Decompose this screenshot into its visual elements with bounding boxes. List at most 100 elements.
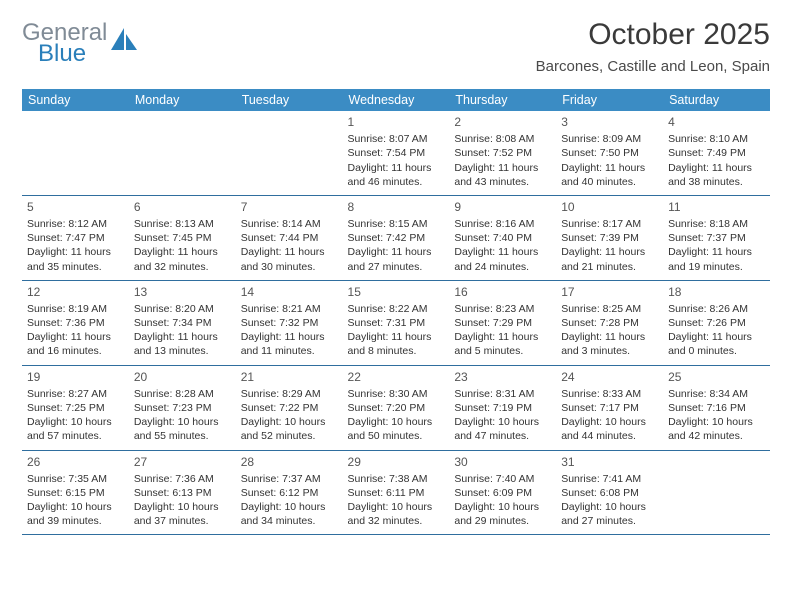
sunrise-line: Sunrise: 8:17 AM — [561, 217, 658, 231]
sunset-line: Sunset: 6:13 PM — [134, 486, 231, 500]
sunset-line: Sunset: 7:54 PM — [348, 146, 445, 160]
sunset-line: Sunset: 7:45 PM — [134, 231, 231, 245]
calendar-body: 1Sunrise: 8:07 AMSunset: 7:54 PMDaylight… — [22, 111, 770, 535]
calendar-cell: 26Sunrise: 7:35 AMSunset: 6:15 PMDayligh… — [22, 450, 129, 535]
daylight-line: Daylight: 10 hours and 32 minutes. — [348, 500, 445, 528]
sunset-line: Sunset: 7:26 PM — [668, 316, 765, 330]
sunrise-line: Sunrise: 8:26 AM — [668, 302, 765, 316]
day-number: 12 — [27, 284, 124, 300]
day-number: 3 — [561, 114, 658, 130]
daylight-line: Daylight: 10 hours and 50 minutes. — [348, 415, 445, 443]
sunset-line: Sunset: 7:29 PM — [454, 316, 551, 330]
day-number: 30 — [454, 454, 551, 470]
calendar-cell: 16Sunrise: 8:23 AMSunset: 7:29 PMDayligh… — [449, 280, 556, 365]
sunrise-line: Sunrise: 8:19 AM — [27, 302, 124, 316]
daylight-line: Daylight: 10 hours and 39 minutes. — [27, 500, 124, 528]
sunrise-line: Sunrise: 8:12 AM — [27, 217, 124, 231]
day-number: 4 — [668, 114, 765, 130]
day-number: 25 — [668, 369, 765, 385]
daylight-line: Daylight: 11 hours and 0 minutes. — [668, 330, 765, 358]
weekday-header: Saturday — [663, 89, 770, 111]
daylight-line: Daylight: 11 hours and 19 minutes. — [668, 245, 765, 273]
sunset-line: Sunset: 7:22 PM — [241, 401, 338, 415]
calendar-cell: 15Sunrise: 8:22 AMSunset: 7:31 PMDayligh… — [343, 280, 450, 365]
daylight-line: Daylight: 10 hours and 52 minutes. — [241, 415, 338, 443]
sunset-line: Sunset: 7:47 PM — [27, 231, 124, 245]
calendar-cell: 20Sunrise: 8:28 AMSunset: 7:23 PMDayligh… — [129, 365, 236, 450]
sunrise-line: Sunrise: 8:09 AM — [561, 132, 658, 146]
sunrise-line: Sunrise: 8:21 AM — [241, 302, 338, 316]
day-number: 20 — [134, 369, 231, 385]
daylight-line: Daylight: 10 hours and 42 minutes. — [668, 415, 765, 443]
sunset-line: Sunset: 6:12 PM — [241, 486, 338, 500]
calendar-cell: 22Sunrise: 8:30 AMSunset: 7:20 PMDayligh… — [343, 365, 450, 450]
sunrise-line: Sunrise: 7:37 AM — [241, 472, 338, 486]
sunrise-line: Sunrise: 8:20 AM — [134, 302, 231, 316]
weekday-header: Friday — [556, 89, 663, 111]
day-number: 29 — [348, 454, 445, 470]
sunrise-line: Sunrise: 7:40 AM — [454, 472, 551, 486]
daylight-line: Daylight: 11 hours and 43 minutes. — [454, 161, 551, 189]
sunset-line: Sunset: 7:37 PM — [668, 231, 765, 245]
calendar-cell: 21Sunrise: 8:29 AMSunset: 7:22 PMDayligh… — [236, 365, 343, 450]
day-number: 1 — [348, 114, 445, 130]
sunset-line: Sunset: 7:16 PM — [668, 401, 765, 415]
sunset-line: Sunset: 7:36 PM — [27, 316, 124, 330]
day-number: 13 — [134, 284, 231, 300]
daylight-line: Daylight: 10 hours and 27 minutes. — [561, 500, 658, 528]
calendar-row: 1Sunrise: 8:07 AMSunset: 7:54 PMDaylight… — [22, 111, 770, 195]
brand-logo: General Blue — [22, 20, 141, 66]
daylight-line: Daylight: 11 hours and 21 minutes. — [561, 245, 658, 273]
calendar-cell: 17Sunrise: 8:25 AMSunset: 7:28 PMDayligh… — [556, 280, 663, 365]
sunset-line: Sunset: 7:42 PM — [348, 231, 445, 245]
day-number: 15 — [348, 284, 445, 300]
calendar-cell: 11 Sunrise: 8:18 AMSunset: 7:37 PMDayligh… — [663, 195, 770, 280]
sunrise-line: Sunrise: 7:38 AM — [348, 472, 445, 486]
daylight-line: Daylight: 11 hours and 30 minutes. — [241, 245, 338, 273]
calendar-row: 19Sunrise: 8:27 AMSunset: 7:25 PMDayligh… — [22, 365, 770, 450]
day-number: 11 — [668, 199, 765, 215]
weekday-header: Tuesday — [236, 89, 343, 111]
day-number: 8 — [348, 199, 445, 215]
sunset-line: Sunset: 7:34 PM — [134, 316, 231, 330]
calendar-cell: 12Sunrise: 8:19 AMSunset: 7:36 PMDayligh… — [22, 280, 129, 365]
sunrise-line: Sunrise: 8:29 AM — [241, 387, 338, 401]
sunrise-line: Sunrise: 8:08 AM — [454, 132, 551, 146]
daylight-line: Daylight: 11 hours and 11 minutes. — [241, 330, 338, 358]
title-block: October 2025 Barcones, Castille and Leon… — [536, 18, 770, 75]
day-number: 22 — [348, 369, 445, 385]
sunrise-line: Sunrise: 8:31 AM — [454, 387, 551, 401]
sunrise-line: Sunrise: 8:16 AM — [454, 217, 551, 231]
daylight-line: Daylight: 10 hours and 55 minutes. — [134, 415, 231, 443]
day-number: 10 — [561, 199, 658, 215]
sunrise-line: Sunrise: 8:18 AM — [668, 217, 765, 231]
sunset-line: Sunset: 7:28 PM — [561, 316, 658, 330]
sunset-line: Sunset: 7:25 PM — [27, 401, 124, 415]
sunrise-line: Sunrise: 7:36 AM — [134, 472, 231, 486]
sunrise-line: Sunrise: 8:30 AM — [348, 387, 445, 401]
calendar-cell: 28Sunrise: 7:37 AMSunset: 6:12 PMDayligh… — [236, 450, 343, 535]
calendar-cell: 27Sunrise: 7:36 AMSunset: 6:13 PMDayligh… — [129, 450, 236, 535]
calendar-cell: 14Sunrise: 8:21 AMSunset: 7:32 PMDayligh… — [236, 280, 343, 365]
daylight-line: Daylight: 11 hours and 8 minutes. — [348, 330, 445, 358]
calendar-cell: 9Sunrise: 8:16 AMSunset: 7:40 PMDaylight… — [449, 195, 556, 280]
day-number: 19 — [27, 369, 124, 385]
day-number: 27 — [134, 454, 231, 470]
calendar-cell: 18Sunrise: 8:26 AMSunset: 7:26 PMDayligh… — [663, 280, 770, 365]
calendar-header: SundayMondayTuesdayWednesdayThursdayFrid… — [22, 89, 770, 111]
daylight-line: Daylight: 11 hours and 35 minutes. — [27, 245, 124, 273]
sunset-line: Sunset: 7:17 PM — [561, 401, 658, 415]
calendar-cell-empty — [22, 111, 129, 195]
weekday-header: Sunday — [22, 89, 129, 111]
daylight-line: Daylight: 10 hours and 29 minutes. — [454, 500, 551, 528]
day-number: 16 — [454, 284, 551, 300]
sunset-line: Sunset: 6:09 PM — [454, 486, 551, 500]
sunrise-line: Sunrise: 8:34 AM — [668, 387, 765, 401]
sunrise-line: Sunrise: 8:13 AM — [134, 217, 231, 231]
calendar-cell: 25 Sunrise: 8:34 AMSunset: 7:16 PMDayligh… — [663, 365, 770, 450]
sunset-line: Sunset: 7:40 PM — [454, 231, 551, 245]
day-number: 5 — [27, 199, 124, 215]
calendar-cell-empty — [236, 111, 343, 195]
location-text: Barcones, Castille and Leon, Spain — [536, 58, 770, 75]
calendar-cell: 10Sunrise: 8:17 AMSunset: 7:39 PMDayligh… — [556, 195, 663, 280]
